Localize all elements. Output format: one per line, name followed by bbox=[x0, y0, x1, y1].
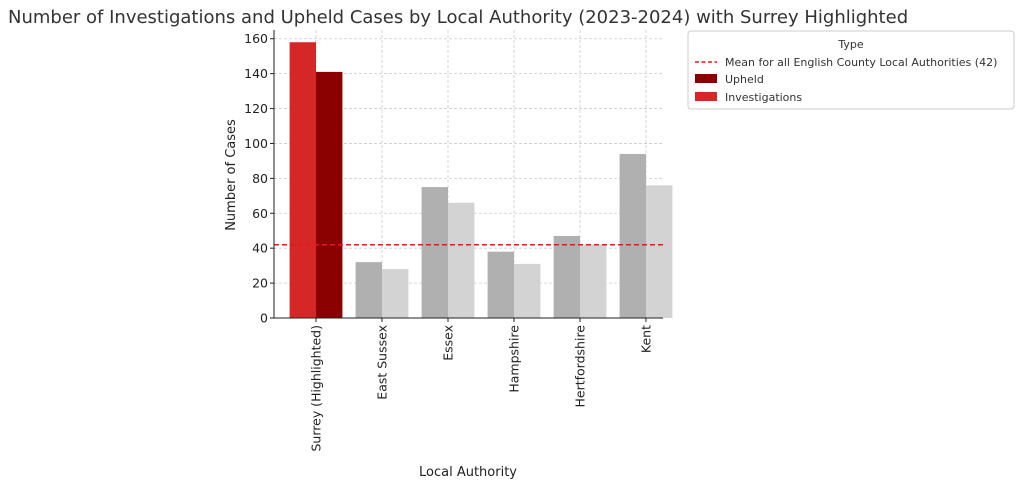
legend-investigations-label: Investigations bbox=[725, 91, 802, 104]
x-tick-label: Surrey (Highlighted) bbox=[309, 325, 324, 452]
bar-investigations-surrey-highlighted bbox=[289, 42, 316, 319]
legend-frame bbox=[687, 30, 1015, 110]
bar-upheld-kent bbox=[646, 185, 673, 318]
bar-upheld-hampshire bbox=[514, 263, 541, 318]
legend: Type Mean for all English County Local A… bbox=[687, 30, 1015, 110]
y-tick-label: 20 bbox=[252, 276, 268, 291]
bar-investigations-hertfordshire bbox=[553, 235, 580, 318]
bar-investigations-essex bbox=[421, 187, 448, 318]
legend-upheld-label: Upheld bbox=[725, 73, 764, 86]
x-ticks: Surrey (Highlighted) East Sussex Essex Hamp… bbox=[309, 318, 654, 452]
y-axis-label: Number of Cases bbox=[224, 119, 239, 231]
y-tick-label: 80 bbox=[252, 171, 268, 186]
bars bbox=[289, 42, 673, 319]
bar-upheld-surrey-highlighted bbox=[316, 71, 343, 319]
y-tick-label: 40 bbox=[252, 241, 268, 256]
x-tick-label: Essex bbox=[441, 325, 456, 361]
bar-upheld-east-sussex bbox=[382, 269, 409, 318]
y-tick-label: 140 bbox=[244, 66, 268, 81]
y-tick-label: 60 bbox=[252, 206, 268, 221]
legend-investigations-swatch bbox=[695, 92, 717, 101]
bar-upheld-hertfordshire bbox=[580, 244, 607, 318]
x-tick-label: East Sussex bbox=[375, 325, 390, 400]
x-tick-label: Hertfordshire bbox=[573, 325, 588, 408]
y-ticks: 0 20 40 60 80 100 120 140 160 bbox=[244, 31, 274, 326]
bar-investigations-east-sussex bbox=[355, 262, 382, 318]
y-tick-label: 100 bbox=[244, 136, 268, 151]
x-tick-label: Kent bbox=[639, 325, 654, 353]
x-tick-label: Hampshire bbox=[507, 325, 522, 393]
bar-investigations-hampshire bbox=[487, 251, 514, 318]
x-axis-label: Local Authority bbox=[419, 465, 517, 480]
legend-title: Type bbox=[837, 38, 863, 51]
bar-upheld-essex bbox=[448, 202, 475, 318]
axes bbox=[273, 30, 663, 319]
bar-investigations-kent bbox=[619, 153, 646, 318]
y-tick-label: 160 bbox=[244, 31, 268, 46]
chart-title: Number of Investigations and Upheld Case… bbox=[8, 7, 908, 28]
y-tick-label: 120 bbox=[244, 101, 268, 116]
legend-mean-label: Mean for all English County Local Author… bbox=[725, 56, 997, 69]
legend-upheld-swatch bbox=[695, 74, 717, 83]
y-tick-label: 0 bbox=[260, 311, 268, 326]
